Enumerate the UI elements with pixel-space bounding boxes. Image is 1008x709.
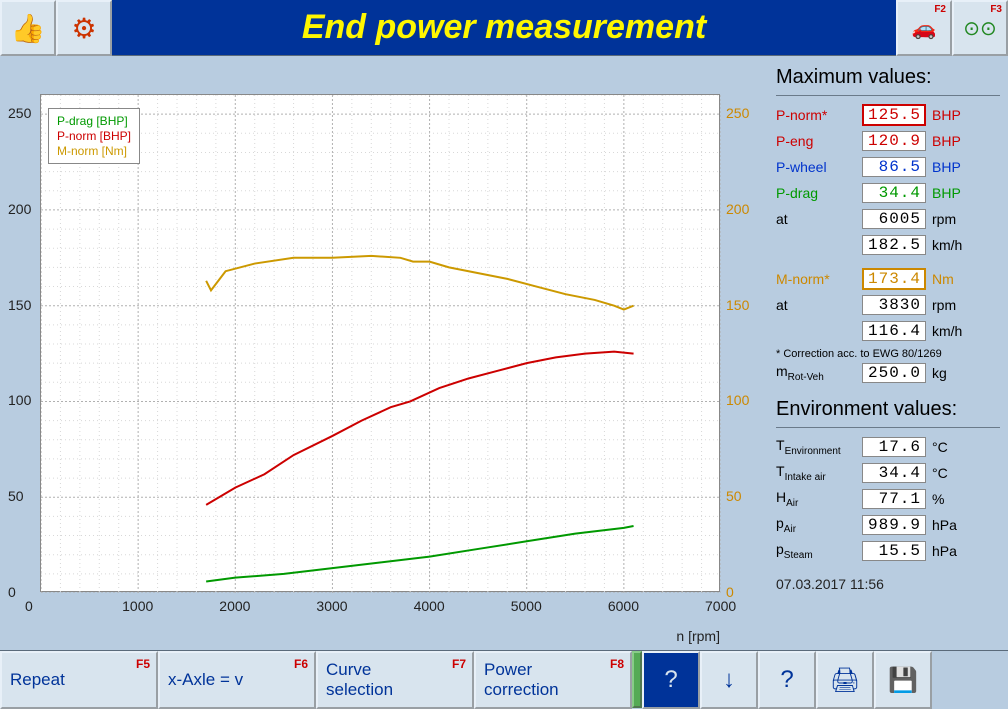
x-tick: 1000 xyxy=(122,598,153,614)
value-display: 34.4 xyxy=(862,183,926,203)
y-tick-right: 250 xyxy=(726,105,749,121)
ok-thumb-button[interactable]: 👍 xyxy=(0,0,56,56)
function-button[interactable]: F7Curve selection xyxy=(316,651,474,709)
legend-item: P-norm [BHP] xyxy=(57,129,131,143)
value-row: HAir77.1% xyxy=(776,488,1000,510)
value-display: 86.5 xyxy=(862,157,926,177)
value-row: 182.5km/h xyxy=(776,234,1000,256)
value-row: P-wheel86.5BHP xyxy=(776,156,1000,178)
side-panel: Maximum values: P-norm*125.5BHP P-eng120.… xyxy=(768,56,1008,650)
y-tick-right: 100 xyxy=(726,392,749,408)
value-display: 125.5 xyxy=(862,104,926,126)
x-tick: 3000 xyxy=(316,598,347,614)
y-tick-left: 0 xyxy=(8,584,16,600)
chart-plot xyxy=(40,94,720,592)
y-tick-left: 150 xyxy=(8,297,31,313)
print-button[interactable]: 🖨 xyxy=(816,651,874,709)
value-display: 15.5 xyxy=(862,541,926,561)
chart-legend: P-drag [BHP]P-norm [BHP]M-norm [Nm] xyxy=(48,108,140,164)
x-tick: 5000 xyxy=(511,598,542,614)
timestamp: 07.03.2017 11:56 xyxy=(776,576,1000,592)
y-tick-right: 50 xyxy=(726,488,742,504)
save-button[interactable]: 💾 xyxy=(874,651,932,709)
help-button[interactable]: ? xyxy=(642,651,700,709)
axle-icon: ⊙⊙ xyxy=(963,16,997,41)
y-tick-left: 50 xyxy=(8,488,24,504)
value-display: 120.9 xyxy=(862,131,926,151)
car-icon: 🚗 xyxy=(912,16,937,41)
x-tick: 0 xyxy=(25,598,33,614)
max-values-heading: Maximum values: xyxy=(776,66,1000,89)
value-row: 116.4km/h xyxy=(776,320,1000,342)
legend-item: P-drag [BHP] xyxy=(57,114,131,128)
vehicle-button[interactable]: F2 🚗 xyxy=(896,0,952,56)
value-row: P-drag34.4BHP xyxy=(776,182,1000,204)
x-tick: 7000 xyxy=(705,598,736,614)
info-button[interactable]: ? xyxy=(758,651,816,709)
chart-svg xyxy=(41,95,721,593)
value-display: 34.4 xyxy=(862,463,926,483)
value-display: 989.9 xyxy=(862,515,926,535)
separator xyxy=(632,651,642,708)
y-tick-right: 200 xyxy=(726,201,749,217)
function-button[interactable]: F6x-Axle = v xyxy=(158,651,316,709)
value-row: pAir989.9hPa xyxy=(776,514,1000,536)
value-display: 3830 xyxy=(862,295,926,315)
engine-button[interactable]: ⚙ xyxy=(56,0,112,56)
value-display: 17.6 xyxy=(862,437,926,457)
value-display: 6005 xyxy=(862,209,926,229)
x-tick: 2000 xyxy=(219,598,250,614)
legend-item: M-norm [Nm] xyxy=(57,144,131,158)
y-tick-right: 150 xyxy=(726,297,749,313)
y-tick-left: 100 xyxy=(8,392,31,408)
mrot-row: mRot-Veh 250.0 kg xyxy=(776,362,1000,384)
y-tick-left: 200 xyxy=(8,201,31,217)
function-button[interactable]: F8Power correction xyxy=(474,651,632,709)
value-row: at6005rpm xyxy=(776,208,1000,230)
f2-label: F2 xyxy=(934,4,946,15)
x-axis-label: n [rpm] xyxy=(676,628,720,644)
top-bar: 👍 ⚙ End power measurement F2 🚗 F3 ⊙⊙ xyxy=(0,0,1008,56)
bottom-bar: F5RepeatF6x-Axle = vF7Curve selectionF8P… xyxy=(0,650,1008,708)
f3-label: F3 xyxy=(990,4,1002,15)
axle-button[interactable]: F3 ⊙⊙ xyxy=(952,0,1008,56)
function-button[interactable]: F5Repeat xyxy=(0,651,158,709)
value-display: 173.4 xyxy=(862,268,926,290)
value-display: 116.4 xyxy=(862,321,926,341)
value-row: P-norm*125.5BHP xyxy=(776,104,1000,126)
x-tick: 4000 xyxy=(414,598,445,614)
y-tick-left: 250 xyxy=(8,105,31,121)
value-row: P-eng120.9BHP xyxy=(776,130,1000,152)
value-row: TEnvironment17.6°C xyxy=(776,436,1000,458)
value-display: 182.5 xyxy=(862,235,926,255)
chart-area: P-drag [BHP]P-norm [BHP]M-norm [Nm] 0 50 1… xyxy=(0,56,768,650)
value-row: TIntake air34.4°C xyxy=(776,462,1000,484)
page-title: End power measurement xyxy=(112,0,896,55)
correction-note: * Correction acc. to EWG 80/1269 xyxy=(776,348,1000,360)
main-content: P-drag [BHP]P-norm [BHP]M-norm [Nm] 0 50 1… xyxy=(0,56,1008,650)
value-row: pSteam15.5hPa xyxy=(776,540,1000,562)
env-values-heading: Environment values: xyxy=(776,398,1000,421)
x-tick: 6000 xyxy=(608,598,639,614)
value-row: at3830rpm xyxy=(776,294,1000,316)
value-row: M-norm*173.4Nm xyxy=(776,268,1000,290)
mrot-value: 250.0 xyxy=(862,363,926,383)
down-button[interactable]: ↓ xyxy=(700,651,758,709)
value-display: 77.1 xyxy=(862,489,926,509)
